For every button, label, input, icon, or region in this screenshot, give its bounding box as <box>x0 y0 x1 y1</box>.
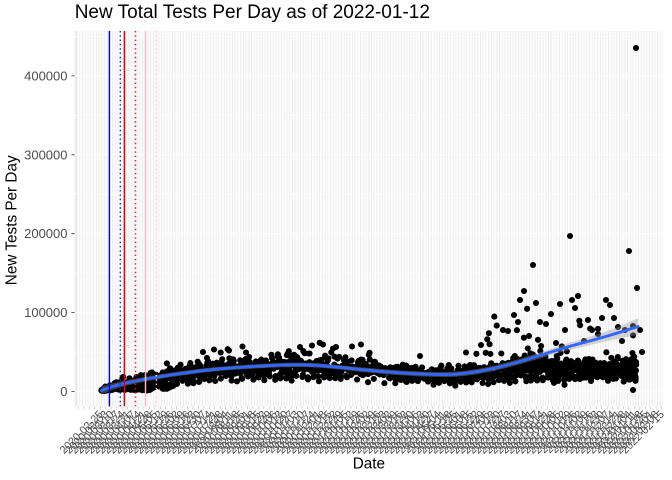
svg-text:400000: 400000 <box>24 68 67 83</box>
svg-text:300000: 300000 <box>24 147 67 162</box>
svg-text:New Tests Per Day: New Tests Per Day <box>4 155 21 285</box>
svg-text:0: 0 <box>60 384 67 399</box>
svg-text:New Total Tests Per Day as of: New Total Tests Per Day as of 2022-01-12 <box>75 2 430 23</box>
svg-text:100000: 100000 <box>24 305 67 320</box>
svg-text:Date: Date <box>353 456 385 473</box>
svg-text:200000: 200000 <box>24 226 67 241</box>
